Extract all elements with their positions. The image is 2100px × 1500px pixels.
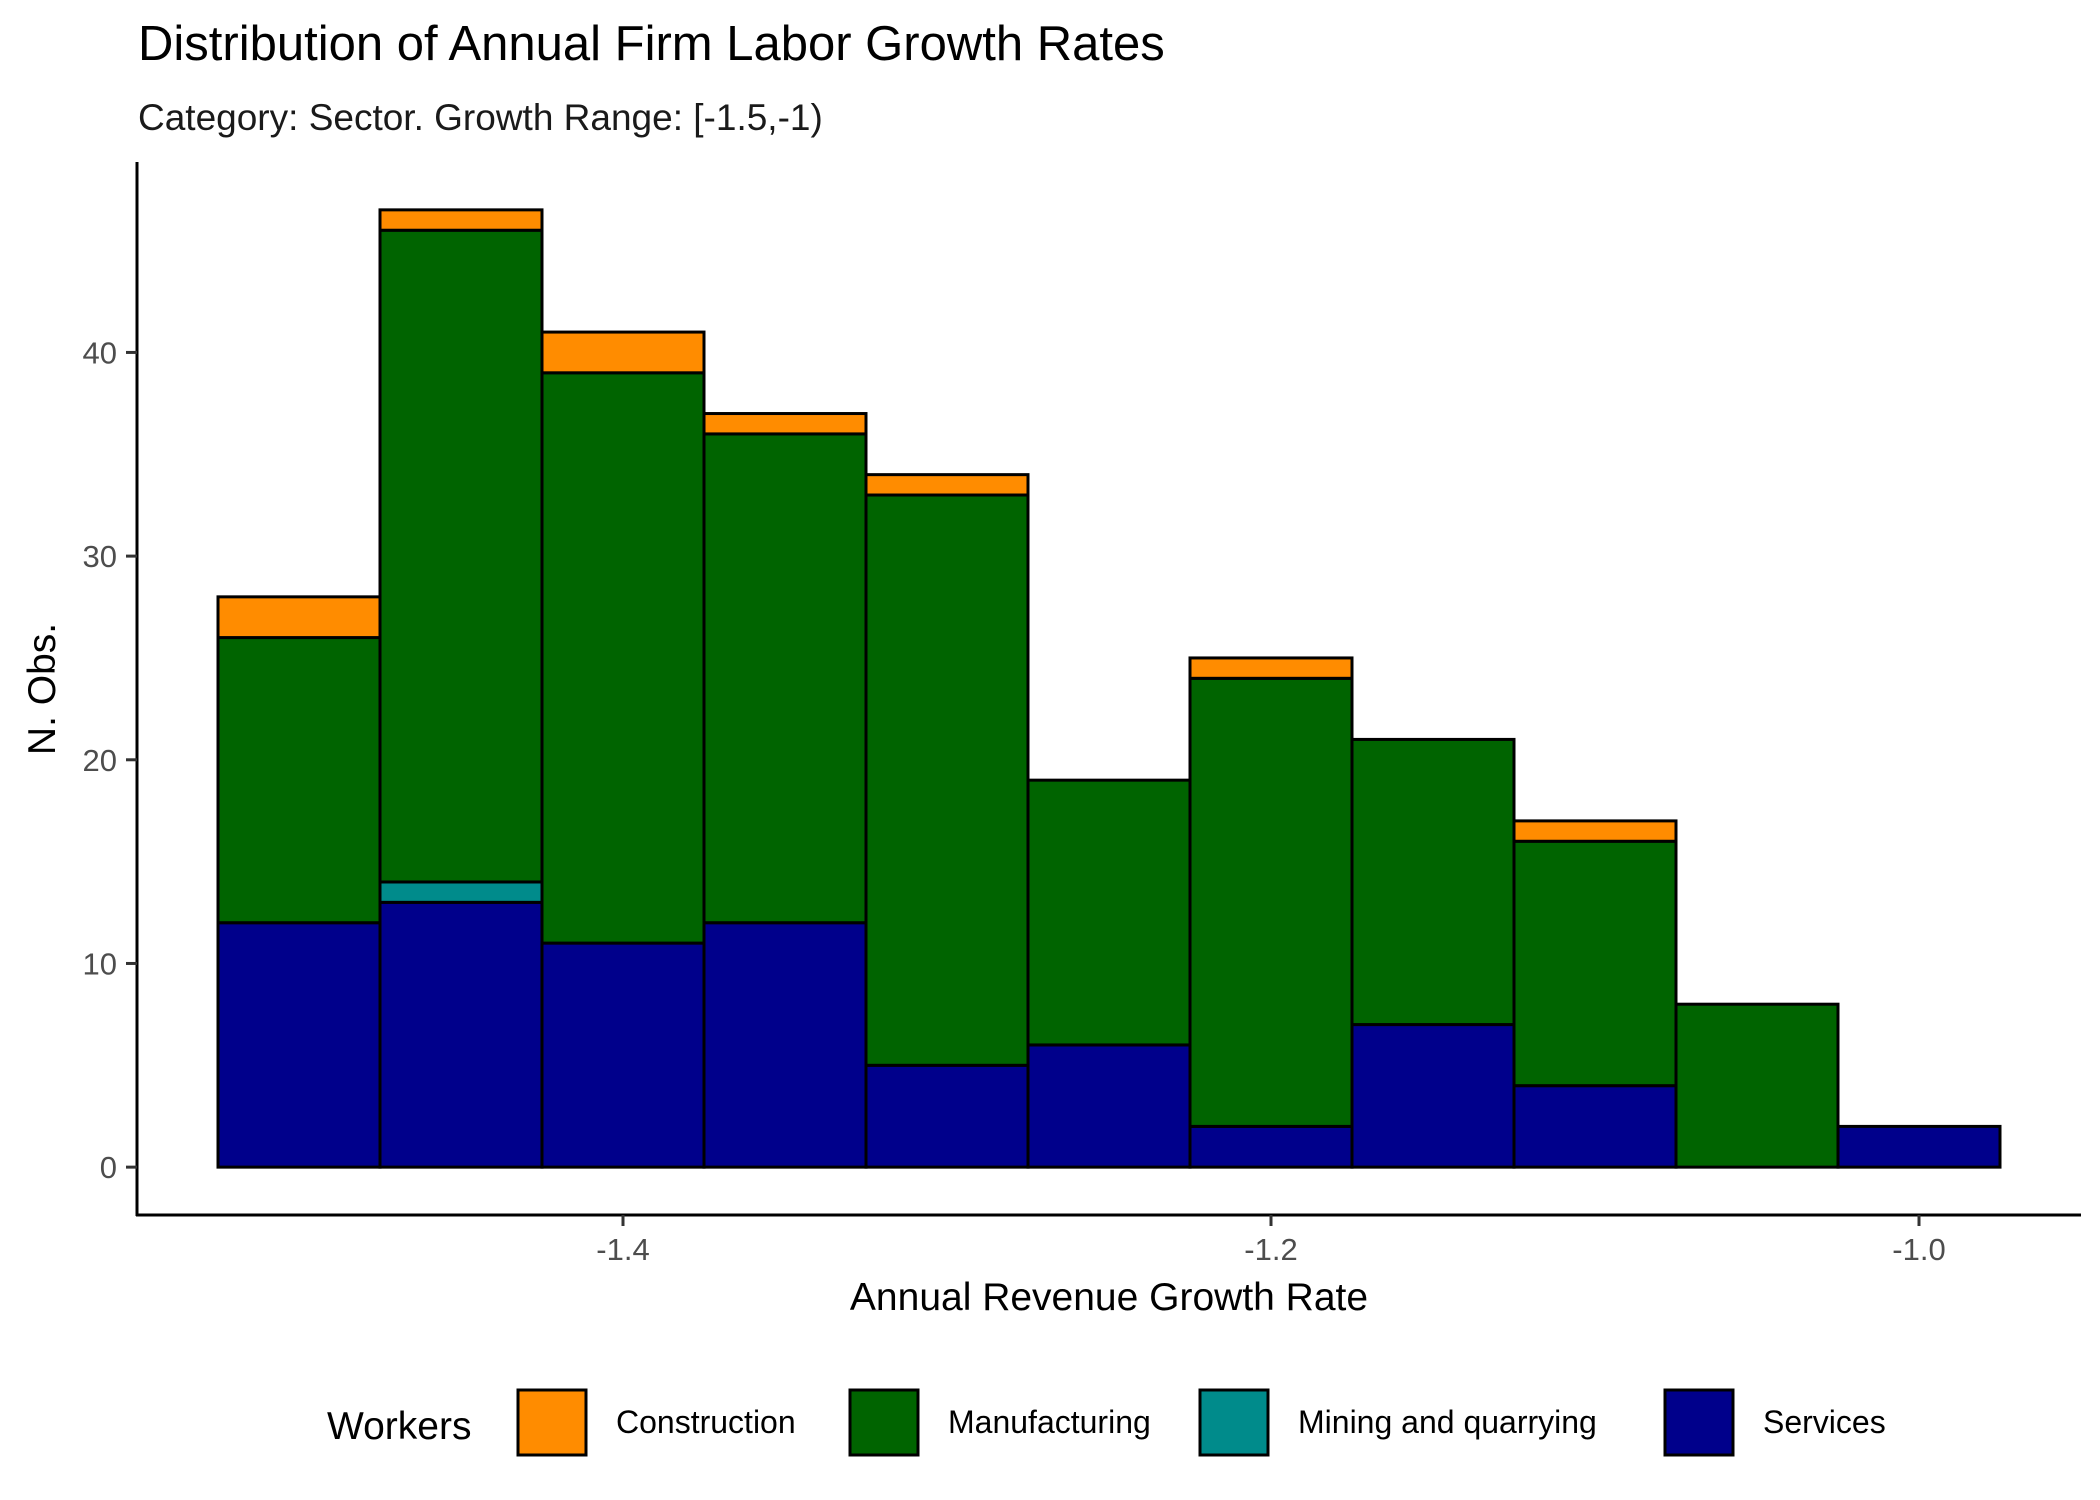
bar-services-9 [1512, 1084, 1678, 1169]
legend-label-services: Services [1763, 1404, 1886, 1440]
legend-key-services [1663, 1388, 1735, 1457]
bar-construction-2 [378, 208, 544, 232]
bar-manufacturing-8 [1350, 737, 1516, 1027]
bar-manufacturing-5 [864, 493, 1030, 1067]
bar-manufacturing-1 [216, 636, 382, 925]
legend-label-construction: Construction [616, 1404, 796, 1440]
legend-key-construction [516, 1388, 588, 1457]
legend-key-manufacturing [848, 1388, 920, 1457]
plot-area [216, 208, 2002, 1169]
bar-services-8 [1350, 1023, 1516, 1169]
legend-label-mining-and-quarrying: Mining and quarrying [1298, 1404, 1597, 1440]
legend-key-mining-and-quarrying [1198, 1388, 1270, 1457]
y-tick-label: 10 [83, 946, 117, 981]
x-tick-label: -1.2 [1244, 1232, 1297, 1267]
bar-construction-1 [216, 595, 382, 640]
bar-services-4 [702, 921, 868, 1169]
chart-subtitle: Category: Sector. Growth Range: [-1.5,-1… [138, 97, 823, 138]
bar-construction-9 [1512, 819, 1678, 843]
x-tick-label: -1.4 [596, 1232, 649, 1267]
bar-services-6 [1026, 1043, 1192, 1169]
y-tick-label: 30 [83, 539, 117, 574]
bar-manufacturing-2 [378, 228, 544, 884]
axes [135, 162, 2081, 1217]
bar-manufacturing-6 [1026, 778, 1192, 1047]
bar-services-2 [378, 900, 544, 1169]
bar-manufacturing-9 [1512, 839, 1678, 1088]
legend-title: Workers [327, 1405, 471, 1448]
x-axis-title: Annual Revenue Growth Rate [850, 1276, 1368, 1319]
bar-construction-5 [864, 473, 1030, 497]
bar-construction-7 [1188, 656, 1354, 680]
x-ticks: -1.4 -1.2 -1.0 [596, 1215, 1946, 1267]
x-tick-label: -1.0 [1892, 1232, 1945, 1267]
bar-services-1 [216, 921, 382, 1169]
legend: Workers Construction Manufacturing Mining … [327, 1388, 1886, 1457]
bar-construction-4 [702, 412, 868, 436]
bar-mining-and-quarrying-2 [378, 880, 544, 904]
bar-services-7 [1188, 1124, 1354, 1169]
bar-manufacturing-3 [540, 371, 706, 945]
bar-manufacturing-7 [1188, 676, 1354, 1128]
y-tick-label: 0 [100, 1150, 117, 1185]
y-ticks: 0 10 20 30 40 [83, 335, 137, 1185]
y-axis-title: N. Obs. [21, 623, 64, 755]
bar-manufacturing-4 [702, 432, 868, 925]
chart-title: Distribution of Annual Firm Labor Growth… [138, 17, 1165, 71]
y-tick-label: 40 [83, 335, 117, 370]
legend-label-manufacturing: Manufacturing [948, 1404, 1151, 1440]
bar-services-5 [864, 1063, 1030, 1169]
bar-construction-3 [540, 330, 706, 375]
bar-services-3 [540, 941, 706, 1169]
bar-manufacturing-10 [1674, 1002, 1840, 1169]
y-tick-label: 20 [83, 743, 117, 778]
bar-services-11 [1836, 1124, 2002, 1169]
